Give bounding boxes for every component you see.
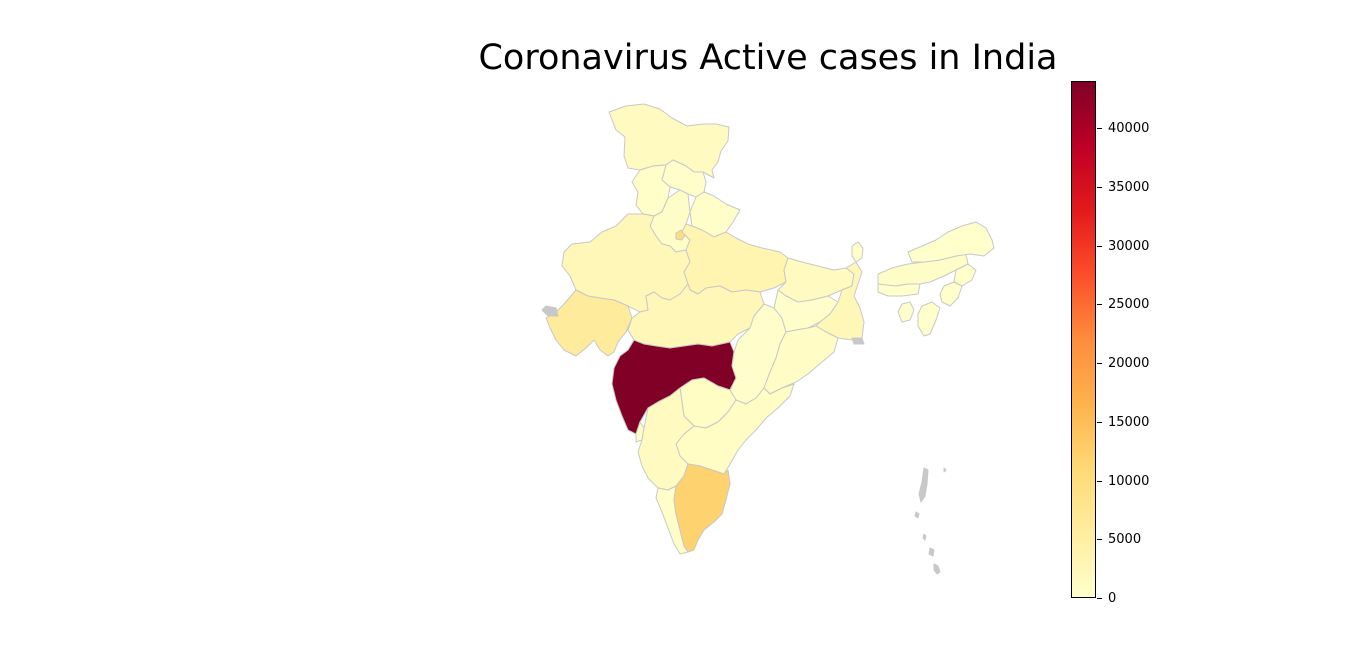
colorbar-tick [1097,363,1102,364]
colorbar-tick-label: 5000 [1108,532,1142,548]
colorbar-tick-label: 10000 [1108,473,1150,489]
region-arunachal-pradesh [907,221,995,263]
colorbar-tick [1097,421,1102,423]
colorbar-tick [1097,304,1102,306]
colorbar-tick-label: 20000 [1108,356,1150,371]
region-gujarat-coast [541,305,559,317]
region-uttarakhand [689,191,741,238]
colorbar-tick-label: 15000 [1108,414,1150,430]
region-andaman-and-nicobar [914,467,947,575]
region-sundarbans [851,337,865,345]
colorbar-tick-label: 25000 [1108,297,1150,313]
region-jammu-and-kashmir [608,103,730,179]
colorbar-tick-label: 40000 [1108,121,1150,136]
map-title: Coronavirus Active cases in India [478,38,1058,78]
colorbar-tick [1097,186,1102,188]
colorbar-tick [1097,598,1102,599]
colorbar [1071,81,1096,598]
colorbar-tick-label: 0 [1108,591,1117,606]
region-sikkim [851,241,864,263]
region-tamil-nadu [673,463,731,553]
colorbar-tick-label: 35000 [1108,179,1150,195]
region-gujarat [545,289,633,357]
region-uttar-pradesh [681,223,789,295]
colorbar-tick [1097,480,1102,482]
region-odisha [763,325,839,395]
colorbar-tick [1097,128,1102,129]
region-meghalaya [877,283,921,297]
colorbar-tick-label: 30000 [1108,238,1150,254]
region-bihar [777,257,855,303]
colorbar-tick [1097,245,1102,247]
region-mizoram [917,301,941,337]
region-tripura [897,301,915,323]
region-manipur [939,281,963,307]
colorbar-tick [1097,539,1102,541]
